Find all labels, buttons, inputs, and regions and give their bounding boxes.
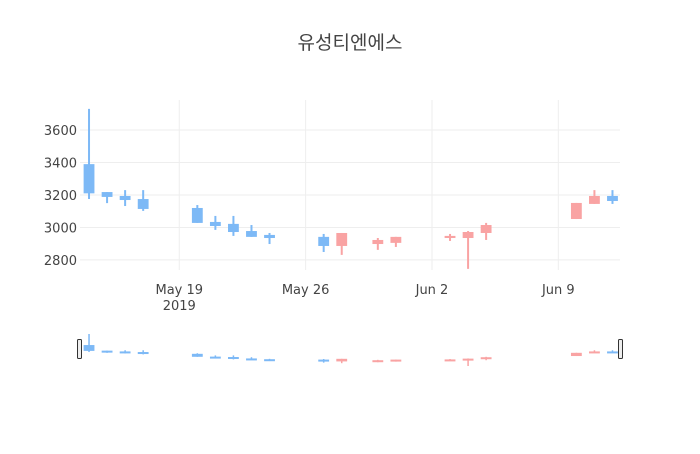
slider-candle-body (480, 357, 492, 360)
slider-candle-2019-06-12 (607, 350, 618, 354)
candle-2019-06-03[interactable] (444, 233, 456, 241)
slider-candle-2019-05-27 (318, 359, 330, 363)
candle-2019-05-14[interactable] (83, 108, 95, 200)
candle-2019-05-23[interactable] (246, 225, 257, 237)
slider-candle-2019-05-21 (209, 355, 221, 359)
slider-candle-body (246, 358, 257, 361)
x-tick-sublabel: 2019 (163, 299, 196, 314)
slider-candle-2019-05-31 (390, 359, 402, 362)
slider-candle-body (372, 360, 384, 363)
candle-2019-05-28[interactable] (336, 232, 348, 255)
slider-candle-body (209, 356, 221, 359)
candle-body[interactable] (607, 195, 618, 201)
slider-candle-body (462, 358, 474, 361)
candle-body[interactable] (101, 192, 113, 197)
slider-candle-body (570, 352, 582, 357)
candle-2019-06-12[interactable] (607, 190, 618, 204)
candle-body[interactable] (318, 236, 330, 246)
candle-2019-06-05[interactable] (480, 222, 492, 240)
slider-candle-body (191, 353, 203, 357)
slider-candle-body (119, 351, 131, 354)
range-slider[interactable] (77, 334, 623, 366)
candle-2019-05-31[interactable] (390, 236, 402, 247)
slider-candle-2019-06-05 (480, 356, 492, 361)
slider-candle-body (444, 359, 456, 362)
candle-body[interactable] (444, 235, 456, 239)
candle-body[interactable] (137, 199, 149, 209)
y-tick-label: 3400 (44, 157, 77, 172)
slider-candle-2019-06-11 (589, 350, 600, 354)
y-axis: 2800 3000 3200 3400 3600 (44, 124, 77, 269)
slider-candle-2019-06-10 (570, 352, 582, 357)
candle-2019-05-30[interactable] (372, 238, 384, 250)
candle-body[interactable] (336, 232, 348, 246)
y-tick-label: 3600 (44, 124, 77, 139)
candle-2019-05-22[interactable] (228, 215, 239, 236)
candle-body[interactable] (570, 202, 582, 220)
slider-candle-body (228, 357, 239, 360)
y-tick-label: 2800 (44, 254, 77, 269)
slider-candle-body (336, 358, 348, 362)
slider-candle-body (101, 350, 113, 353)
slider-candle-body (264, 359, 275, 362)
candle-body[interactable] (462, 232, 474, 239)
slider-candle-body (318, 359, 330, 362)
candle-body[interactable] (264, 234, 275, 239)
x-tick-label: May 26 (282, 283, 330, 298)
slider-candle-body (83, 345, 95, 351)
range-slider-left-handle[interactable] (77, 339, 82, 359)
grid (80, 100, 620, 270)
candle-body[interactable] (83, 164, 95, 194)
candle-body[interactable] (372, 239, 384, 245)
slider-candle-2019-05-23 (246, 357, 257, 361)
slider-candle-2019-05-14 (83, 334, 95, 353)
candle-body[interactable] (480, 225, 492, 233)
slider-candle-2019-05-20 (191, 353, 203, 357)
y-tick-label: 3200 (44, 189, 77, 204)
x-tick-label: Jun 9 (541, 283, 575, 298)
slider-candle-2019-06-04 (462, 358, 474, 366)
chart-title: 유성티엔에스 (298, 32, 403, 54)
candle-body[interactable] (191, 207, 203, 223)
candle-body[interactable] (390, 236, 402, 243)
candle-2019-05-20[interactable] (191, 205, 203, 223)
range-slider-right-handle[interactable] (618, 339, 623, 359)
candle-2019-05-17[interactable] (137, 190, 149, 211)
slider-candle-2019-05-17 (137, 350, 149, 355)
x-tick-label: May 19 (155, 283, 203, 298)
candle-body[interactable] (589, 195, 600, 204)
candle-2019-06-10[interactable] (570, 202, 582, 220)
candle-2019-05-27[interactable] (318, 233, 330, 252)
candle-body[interactable] (119, 195, 131, 201)
slider-candle-2019-05-22 (228, 355, 239, 360)
candle-2019-06-04[interactable] (462, 231, 474, 269)
slider-candle-body (607, 351, 618, 354)
y-tick-label: 3000 (44, 221, 77, 236)
slider-candle-body (390, 359, 402, 362)
slider-candle-body (589, 351, 600, 354)
candle-body[interactable] (228, 223, 239, 233)
candle-2019-05-16[interactable] (119, 190, 131, 207)
slider-candle-2019-06-03 (444, 359, 456, 362)
slider-candle-body (137, 352, 149, 355)
slider-candle-2019-05-24 (264, 358, 275, 362)
candles[interactable] (83, 108, 618, 269)
candle-2019-06-11[interactable] (589, 190, 600, 204)
slider-candle-2019-05-15 (101, 350, 113, 353)
x-tick-label: Jun 2 (415, 283, 449, 298)
slider-candle-2019-05-30 (372, 359, 384, 363)
slider-candle-2019-05-16 (119, 350, 131, 354)
candle-2019-05-21[interactable] (209, 215, 221, 230)
candle-body[interactable] (246, 231, 257, 237)
candle-body[interactable] (209, 221, 221, 226)
slider-candle-2019-05-28 (336, 358, 348, 364)
candle-2019-05-24[interactable] (264, 232, 275, 245)
candle-2019-05-15[interactable] (101, 192, 113, 204)
